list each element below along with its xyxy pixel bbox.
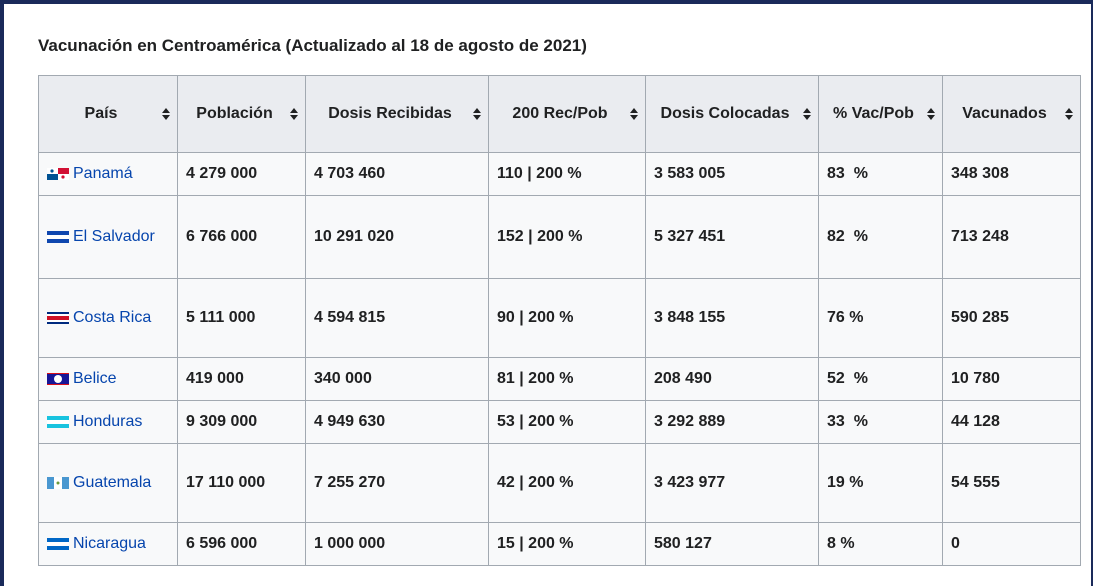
country-link[interactable]: Honduras — [73, 413, 143, 430]
data-cell: 3 848 155 — [645, 278, 819, 358]
country-link[interactable]: Guatemala — [73, 474, 152, 491]
data-cell: 53 | 200 % — [488, 400, 646, 444]
sort-icon — [162, 108, 170, 120]
sort-icon — [1065, 108, 1073, 120]
country-link[interactable]: Panamá — [73, 165, 133, 182]
column-header[interactable]: Dosis Recibidas — [305, 75, 489, 153]
data-cell: 713 248 — [942, 195, 1081, 279]
table-row: El Salvador 6 766 000 10 291 020 152 | 200 … — [38, 195, 1081, 279]
data-cell: 44 128 — [942, 400, 1081, 444]
data-cell: 10 780 — [942, 357, 1081, 401]
data-cell: 208 490 — [645, 357, 819, 401]
sort-icon — [927, 108, 935, 120]
header-row: País Población Dosis Recibidas 200 Rec/Pob D… — [38, 75, 1081, 153]
data-cell: 54 555 — [942, 443, 1081, 523]
sort-icon — [473, 108, 481, 120]
data-cell: 15 | 200 % — [488, 522, 646, 566]
table-title: Vacunación en Centroamérica (Actualizado… — [38, 36, 587, 55]
country-cell: El Salvador — [38, 195, 178, 279]
data-cell: 4 949 630 — [305, 400, 489, 444]
data-cell: 419 000 — [177, 357, 306, 401]
flag-icon — [47, 538, 69, 551]
data-cell: 90 | 200 % — [488, 278, 646, 358]
country-cell: Belice — [38, 357, 178, 401]
table-row: Belice 419 000 340 000 81 | 200 % 208 490 52 … — [38, 357, 1081, 401]
data-cell: 348 308 — [942, 152, 1081, 196]
data-cell: 3 292 889 — [645, 400, 819, 444]
table-row: Panamá 4 279 000 4 703 460 110 | 200 % 3 583… — [38, 152, 1081, 196]
flag-icon — [47, 416, 69, 429]
data-cell: 110 | 200 % — [488, 152, 646, 196]
data-cell: 3 583 005 — [645, 152, 819, 196]
sort-icon — [290, 108, 298, 120]
country-cell: Guatemala — [38, 443, 178, 523]
column-header[interactable]: Población — [177, 75, 306, 153]
column-header[interactable]: Vacunados — [942, 75, 1081, 153]
data-cell: 10 291 020 — [305, 195, 489, 279]
data-cell: 82 % — [818, 195, 943, 279]
data-cell: 52 % — [818, 357, 943, 401]
column-header[interactable]: País — [38, 75, 178, 153]
data-cell: 9 309 000 — [177, 400, 306, 444]
flag-icon — [47, 373, 69, 385]
data-cell: 33 % — [818, 400, 943, 444]
country-cell: Nicaragua — [38, 522, 178, 566]
data-cell: 4 279 000 — [177, 152, 306, 196]
column-header[interactable]: Dosis Colocadas — [645, 75, 819, 153]
country-cell: Honduras — [38, 400, 178, 444]
data-cell: 590 285 — [942, 278, 1081, 358]
data-cell: 580 127 — [645, 522, 819, 566]
country-link[interactable]: Belice — [73, 370, 117, 387]
table-row: Honduras 9 309 000 4 949 630 53 | 200 % 3 29… — [38, 400, 1081, 444]
table-body: Panamá 4 279 000 4 703 460 110 | 200 % 3 583… — [38, 152, 1081, 566]
data-cell: 1 000 000 — [305, 522, 489, 566]
data-cell: 4 594 815 — [305, 278, 489, 358]
data-cell: 19 % — [818, 443, 943, 523]
sort-icon — [630, 108, 638, 120]
table-row: Costa Rica 5 111 000 4 594 815 90 | 200 % 3 … — [38, 278, 1081, 358]
data-cell: 152 | 200 % — [488, 195, 646, 279]
flag-icon — [47, 168, 69, 180]
data-cell: 7 255 270 — [305, 443, 489, 523]
flag-icon — [47, 231, 69, 244]
data-cell: 6 766 000 — [177, 195, 306, 279]
data-cell: 6 596 000 — [177, 522, 306, 566]
data-cell: 8 % — [818, 522, 943, 566]
flag-icon — [47, 477, 69, 489]
table-row: Nicaragua 6 596 000 1 000 000 15 | 200 % 580… — [38, 522, 1081, 566]
data-cell: 3 423 977 — [645, 443, 819, 523]
data-cell: 76 % — [818, 278, 943, 358]
data-cell: 83 % — [818, 152, 943, 196]
flag-icon — [47, 312, 69, 325]
country-link[interactable]: Costa Rica — [73, 309, 152, 326]
data-cell: 340 000 — [305, 357, 489, 401]
country-cell: Costa Rica — [38, 278, 178, 358]
data-cell: 4 703 460 — [305, 152, 489, 196]
data-cell: 17 110 000 — [177, 443, 306, 523]
country-link[interactable]: El Salvador — [73, 228, 155, 245]
country-cell: Panamá — [38, 152, 178, 196]
data-cell: 5 111 000 — [177, 278, 306, 358]
sort-icon — [803, 108, 811, 120]
table-row: Guatemala 17 110 000 7 255 270 42 | 200 % 3 … — [38, 443, 1081, 523]
data-cell: 42 | 200 % — [488, 443, 646, 523]
data-cell: 5 327 451 — [645, 195, 819, 279]
data-cell: 0 — [942, 522, 1081, 566]
column-header[interactable]: 200 Rec/Pob — [488, 75, 646, 153]
data-cell: 81 | 200 % — [488, 357, 646, 401]
country-link[interactable]: Nicaragua — [73, 535, 146, 552]
vaccination-table: País Población Dosis Recibidas 200 Rec/Pob D… — [38, 75, 1081, 566]
column-header[interactable]: % Vac/Pob — [818, 75, 943, 153]
